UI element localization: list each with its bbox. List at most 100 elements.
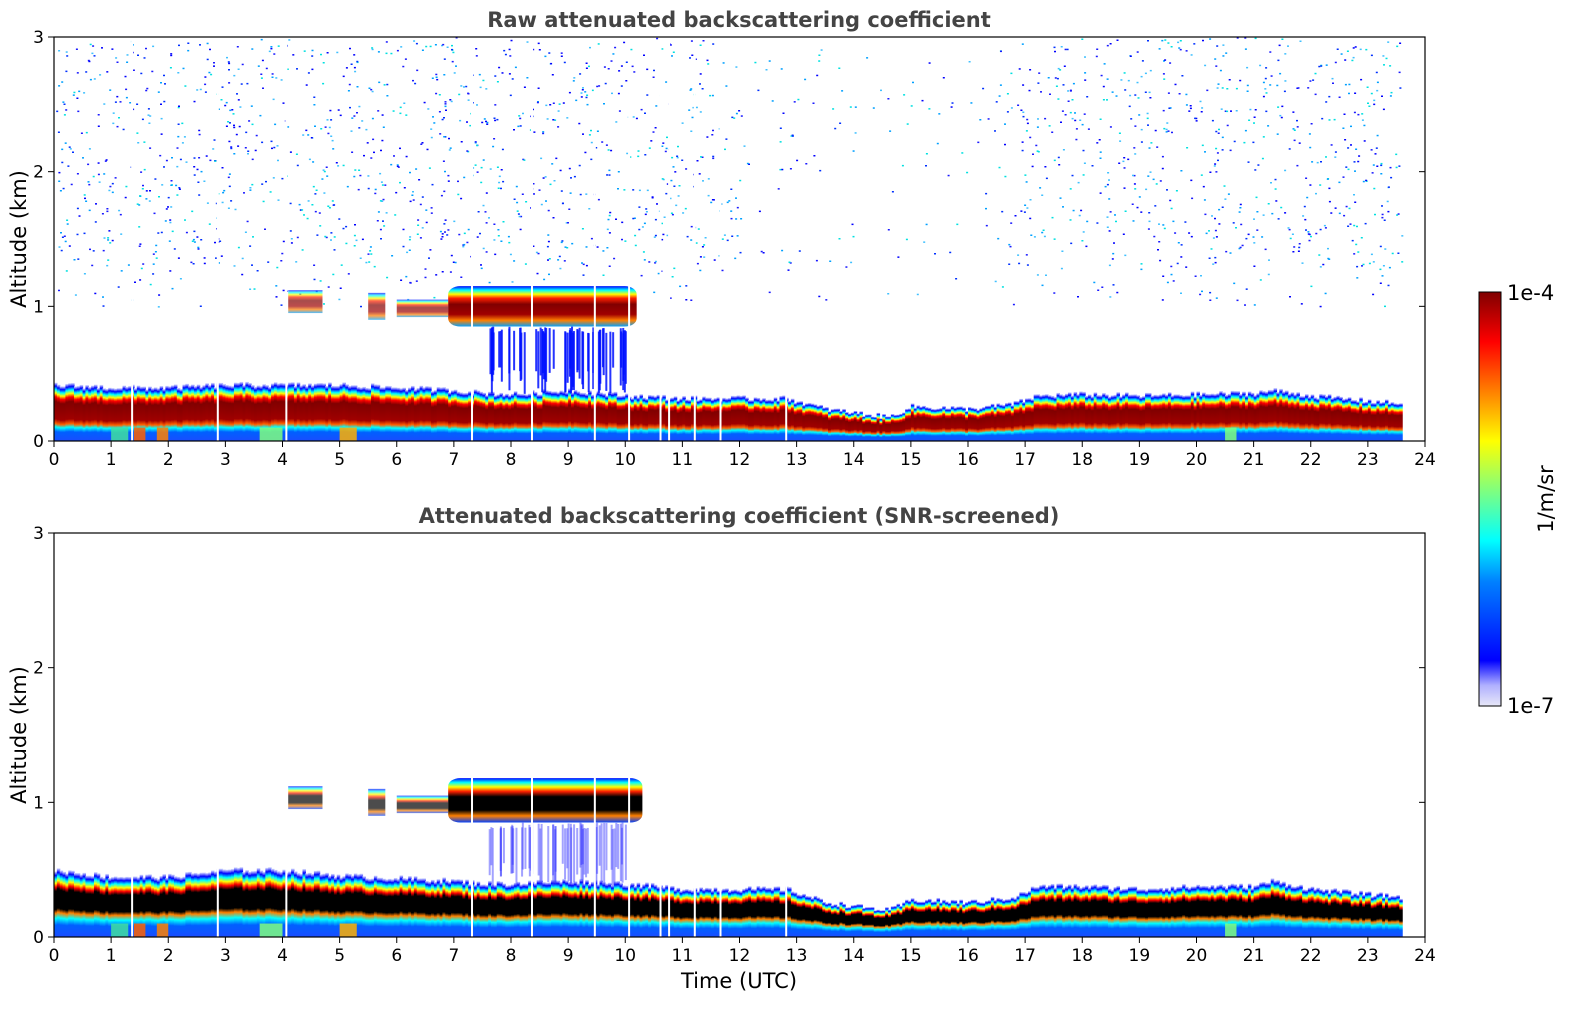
noise-pixel	[500, 169, 503, 171]
bl-slice	[750, 400, 755, 441]
noise-pixel	[557, 259, 560, 261]
noise-pixel	[536, 272, 539, 275]
noise-pixel	[73, 91, 76, 94]
noise-pixel	[1368, 105, 1371, 107]
noise-pixel	[381, 139, 384, 142]
noise-pixel	[105, 159, 108, 161]
bl-slice	[111, 877, 115, 937]
noise-pixel	[445, 109, 447, 111]
bl-slice	[1082, 886, 1086, 937]
noise-pixel	[700, 156, 702, 158]
noise-pixel	[1334, 151, 1337, 153]
noise-pixel	[87, 181, 90, 183]
noise-pixel	[951, 102, 954, 104]
noise-pixel	[259, 114, 262, 117]
noise-pixel	[276, 266, 279, 269]
bl-slice	[1059, 883, 1063, 937]
noise-pixel	[1069, 89, 1072, 92]
noise-pixel	[405, 114, 408, 116]
noise-pixel	[370, 157, 373, 159]
noise-pixel	[1170, 207, 1173, 210]
x-tick-label: 7	[448, 946, 459, 966]
bl-slice	[1033, 887, 1038, 937]
noise-pixel	[650, 140, 653, 142]
bl-slice	[779, 890, 783, 937]
bl-slice	[899, 905, 903, 937]
bl-slice	[1136, 889, 1140, 937]
noise-pixel	[230, 200, 233, 202]
noise-pixel	[441, 44, 443, 47]
bl-slice	[1253, 885, 1258, 937]
panel1-noise-speckle	[56, 37, 1404, 308]
noise-pixel	[272, 177, 275, 179]
noise-pixel	[1360, 78, 1363, 81]
noise-pixel	[322, 82, 325, 85]
noise-pixel	[221, 86, 224, 88]
panel1-title: Raw attenuated backscattering coefficien…	[487, 8, 991, 32]
p2-data-gaps	[131, 533, 788, 937]
noise-pixel	[1262, 214, 1265, 216]
bl-slice	[516, 881, 521, 937]
precip-streak	[564, 828, 567, 879]
noise-pixel	[182, 67, 185, 70]
noise-pixel	[338, 298, 341, 301]
bl-slice	[956, 903, 961, 937]
noise-pixel	[699, 73, 702, 75]
noise-pixel	[200, 239, 203, 241]
bl-slice	[122, 385, 127, 441]
noise-pixel	[1379, 282, 1382, 284]
noise-pixel	[288, 39, 291, 41]
bl-slice	[888, 909, 892, 937]
noise-pixel	[184, 219, 186, 221]
bl-slice	[699, 399, 703, 441]
bl-slice	[1216, 393, 1220, 441]
noise-pixel	[726, 239, 729, 242]
bl-slice	[1325, 396, 1329, 441]
noise-pixel	[516, 201, 519, 204]
noise-pixel	[841, 90, 844, 92]
noise-pixel	[1069, 111, 1072, 114]
bl-slice	[890, 414, 895, 441]
noise-pixel	[1240, 223, 1243, 226]
noise-pixel	[1357, 160, 1360, 163]
bl-slice	[1165, 394, 1169, 441]
bl-slice	[271, 383, 275, 441]
bl-slice	[1182, 395, 1186, 441]
bl-slice	[1156, 888, 1160, 937]
bl-slice	[973, 899, 978, 937]
bl-slice	[742, 888, 746, 937]
noise-pixel	[1218, 208, 1221, 211]
noise-pixel	[1006, 93, 1009, 95]
noise-pixel	[648, 147, 651, 149]
bl-slice	[491, 884, 495, 937]
noise-pixel	[1307, 233, 1310, 235]
noise-pixel	[383, 84, 386, 86]
precip-streak	[523, 332, 526, 394]
noise-pixel	[664, 150, 667, 153]
bl-slice	[639, 887, 643, 937]
bl-slice	[468, 884, 472, 937]
noise-pixel	[476, 104, 478, 106]
bl-slice	[830, 905, 835, 937]
panel2-title: Attenuated backscattering coefficient (S…	[419, 504, 1060, 528]
noise-pixel	[711, 134, 714, 136]
noise-pixel	[428, 167, 431, 169]
noise-pixel	[448, 149, 451, 151]
noise-pixel	[1365, 48, 1368, 51]
bl-slice	[1302, 396, 1306, 441]
p1-ground-patches	[111, 427, 1237, 441]
noise-pixel	[1199, 293, 1202, 296]
noise-pixel	[1134, 94, 1137, 96]
noise-pixel	[232, 113, 235, 115]
noise-pixel	[685, 285, 688, 287]
noise-pixel	[1163, 60, 1165, 62]
noise-pixel	[688, 109, 691, 111]
bl-slice	[156, 879, 161, 937]
noise-pixel	[1330, 212, 1333, 214]
noise-pixel	[98, 181, 101, 183]
noise-pixel	[1057, 156, 1060, 159]
noise-pixel	[1133, 183, 1136, 185]
bl-slice	[710, 399, 715, 441]
noise-pixel	[754, 61, 757, 64]
bl-slice	[1042, 884, 1046, 937]
